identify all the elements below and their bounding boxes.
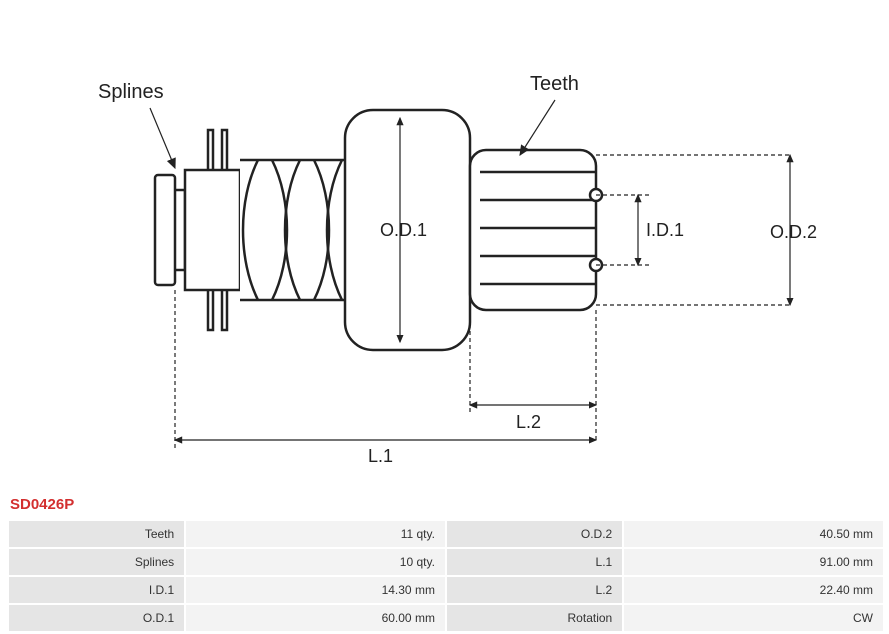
spec-label: Rotation — [447, 605, 622, 631]
spec-label: O.D.1 — [9, 605, 184, 631]
dim-od2: O.D.2 — [770, 222, 817, 242]
table-row: Splines10 qty.L.191.00 mm — [9, 549, 883, 575]
spec-value: 10 qty. — [186, 549, 445, 575]
spec-value: CW — [624, 605, 883, 631]
label-teeth: Teeth — [530, 73, 579, 95]
dim-l2: L.2 — [516, 412, 541, 432]
spec-table: Teeth11 qty.O.D.240.50 mmSplines10 qty.L… — [7, 519, 885, 633]
spec-value: 91.00 mm — [624, 549, 883, 575]
dim-od1: O.D.1 — [380, 220, 427, 240]
spec-label: I.D.1 — [9, 577, 184, 603]
spec-value: 14.30 mm — [186, 577, 445, 603]
label-splines: Splines — [98, 81, 164, 103]
table-row: I.D.114.30 mmL.222.40 mm — [9, 577, 883, 603]
spec-value: 11 qty. — [186, 521, 445, 547]
spec-label: O.D.2 — [447, 521, 622, 547]
spec-label: L.1 — [447, 549, 622, 575]
gear-teeth — [470, 150, 602, 310]
spec-value: 22.40 mm — [624, 577, 883, 603]
spec-label: Splines — [9, 549, 184, 575]
part-code: SD0426P — [0, 490, 889, 519]
spec-value: 60.00 mm — [186, 605, 445, 631]
table-row: Teeth11 qty.O.D.240.50 mm — [9, 521, 883, 547]
table-row: O.D.160.00 mmRotationCW — [9, 605, 883, 631]
dim-l1: L.1 — [368, 446, 393, 466]
spec-value: 40.50 mm — [624, 521, 883, 547]
spec-label: L.2 — [447, 577, 622, 603]
spec-label: Teeth — [9, 521, 184, 547]
dim-id1: I.D.1 — [646, 220, 684, 240]
technical-diagram: Splines Teeth O.D.1 O.D.2 I.D.1 L.2 L.1 — [0, 0, 889, 490]
